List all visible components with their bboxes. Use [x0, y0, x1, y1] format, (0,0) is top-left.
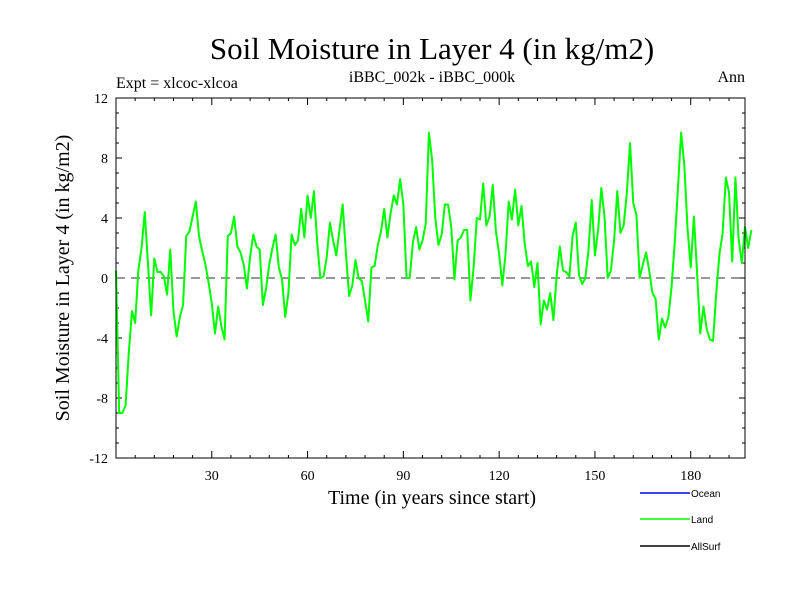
- y-tick-label: -8: [96, 392, 108, 407]
- y-tick-label: 0: [101, 272, 108, 287]
- y-axis-label: Soil Moisture in Layer 4 (in kg/m2): [52, 135, 74, 422]
- series-line-land: [115, 131, 753, 414]
- x-tick-label: 90: [396, 469, 410, 484]
- y-tick-label: 4: [101, 212, 108, 227]
- axis-ticks: 12 8 4 0 -4 -8 -12 30 60 90 120 150 180: [89, 92, 745, 484]
- legend-label-allsurf: AllSurf: [691, 542, 721, 553]
- experiment-label: Expt = xlcoc-xlcoa: [116, 75, 238, 92]
- x-tick-label: 180: [680, 469, 701, 484]
- legend: Ocean Land AllSurf: [640, 489, 721, 553]
- x-axis-label: Time (in years since start): [328, 487, 536, 509]
- plot-frame: [115, 97, 746, 459]
- comparison-label: iBBC_002k - iBBC_000k: [349, 69, 515, 86]
- legend-label-ocean: Ocean: [691, 489, 720, 500]
- series-layer: [115, 131, 753, 414]
- x-tick-label: 60: [301, 469, 315, 484]
- period-label: Ann: [717, 69, 745, 86]
- y-tick-label: 8: [101, 152, 108, 167]
- y-tick-label: -4: [96, 332, 108, 347]
- y-tick-label: -12: [89, 452, 108, 467]
- x-tick-label: 30: [205, 469, 219, 484]
- legend-label-land: Land: [691, 515, 713, 526]
- y-tick-label: 12: [94, 92, 108, 107]
- x-tick-label: 150: [584, 469, 605, 484]
- chart-title: Soil Moisture in Layer 4 (in kg/m2): [210, 31, 654, 66]
- x-tick-label: 120: [489, 469, 510, 484]
